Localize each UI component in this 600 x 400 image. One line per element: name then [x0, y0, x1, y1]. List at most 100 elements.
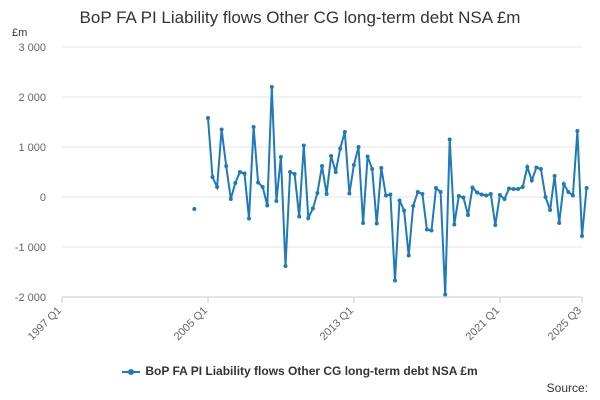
- data-point[interactable]: [516, 187, 521, 191]
- data-point[interactable]: [575, 129, 580, 133]
- data-point[interactable]: [520, 185, 525, 189]
- data-point[interactable]: [406, 253, 411, 258]
- y-tick-label: 0: [40, 192, 46, 204]
- data-point[interactable]: [548, 208, 553, 212]
- data-point[interactable]: [484, 193, 489, 198]
- data-point[interactable]: [424, 227, 429, 232]
- data-point[interactable]: [247, 216, 251, 221]
- data-point[interactable]: [256, 180, 261, 185]
- data-point[interactable]: [397, 198, 402, 203]
- data-point[interactable]: [479, 192, 484, 197]
- data-point[interactable]: [379, 166, 384, 170]
- legend[interactable]: BoP FA PI Liability flows Other CG long-…: [0, 364, 600, 378]
- data-point[interactable]: [402, 208, 407, 213]
- data-point[interactable]: [415, 190, 420, 194]
- data-point[interactable]: [456, 194, 461, 198]
- legend-label: BoP FA PI Liability flows Other CG long-…: [145, 364, 478, 378]
- data-point[interactable]: [525, 165, 530, 169]
- data-point[interactable]: [552, 174, 557, 178]
- data-point[interactable]: [420, 192, 425, 196]
- series-line: [207, 86, 588, 295]
- data-point[interactable]: [447, 137, 452, 142]
- data-point[interactable]: [493, 223, 498, 227]
- data-point[interactable]: [580, 234, 584, 238]
- data-point[interactable]: [488, 192, 493, 196]
- y-axis-ticks: 3 000 2 000 1 000 0 -1 000 -2 000: [15, 42, 46, 304]
- data-point[interactable]: [320, 164, 324, 168]
- data-point[interactable]: [301, 143, 306, 148]
- data-point[interactable]: [466, 213, 470, 217]
- x-tick-label: 2013 Q1: [318, 305, 356, 343]
- data-point[interactable]: [361, 221, 366, 225]
- data-point[interactable]: [206, 116, 210, 120]
- data-point[interactable]: [497, 193, 502, 197]
- y-tick-label: -2 000: [15, 292, 46, 304]
- x-axis-ticks: 1997 Q1 2005 Q1 2013 Q1 2021 Q1 2025 Q3: [26, 297, 584, 343]
- data-point[interactable]: [429, 228, 434, 233]
- data-point[interactable]: [219, 127, 224, 132]
- data-point[interactable]: [315, 191, 320, 195]
- data-point[interactable]: [224, 164, 229, 168]
- data-point[interactable]: [470, 185, 475, 190]
- data-point[interactable]: [507, 186, 511, 191]
- data-point[interactable]: [411, 204, 416, 208]
- data-point[interactable]: [310, 206, 315, 211]
- data-point[interactable]: [461, 195, 466, 200]
- data-point[interactable]: [570, 193, 575, 198]
- data-point[interactable]: [584, 186, 589, 190]
- data-point[interactable]: [347, 191, 352, 196]
- data-point[interactable]: [443, 292, 448, 297]
- data-point[interactable]: [269, 85, 274, 89]
- chart-title: BoP FA PI Liability flows Other CG long-…: [79, 8, 521, 27]
- data-point[interactable]: [333, 170, 338, 174]
- y-tick-label: 2 000: [18, 92, 46, 104]
- y-tick-label: -1 000: [15, 242, 46, 254]
- data-point[interactable]: [265, 203, 270, 208]
- data-point[interactable]: [215, 185, 220, 189]
- data-point[interactable]: [233, 181, 238, 185]
- data-point[interactable]: [351, 163, 356, 167]
- data-point[interactable]: [297, 214, 302, 219]
- data-point[interactable]: [338, 146, 343, 151]
- data-point[interactable]: [324, 192, 329, 196]
- data-point[interactable]: [274, 199, 279, 203]
- data-point[interactable]: [557, 221, 562, 225]
- x-tick-label: 1997 Q1: [26, 305, 64, 343]
- data-point[interactable]: [475, 190, 480, 195]
- data-point[interactable]: [237, 170, 242, 174]
- data-point[interactable]: [393, 278, 397, 283]
- series-points: [192, 85, 589, 297]
- data-point[interactable]: [288, 170, 293, 174]
- data-point[interactable]: [329, 154, 334, 158]
- data-point[interactable]: [511, 187, 516, 191]
- data-point[interactable]: [260, 185, 265, 189]
- data-point[interactable]: [292, 172, 297, 176]
- data-point[interactable]: [543, 195, 548, 199]
- data-point[interactable]: [502, 197, 507, 201]
- data-point[interactable]: [210, 175, 215, 179]
- data-point[interactable]: [356, 145, 361, 149]
- data-point[interactable]: [383, 193, 388, 198]
- data-point[interactable]: [278, 155, 283, 159]
- data-point[interactable]: [228, 197, 233, 201]
- data-point[interactable]: [434, 186, 438, 190]
- data-point[interactable]: [529, 178, 534, 183]
- data-point[interactable]: [306, 216, 311, 220]
- data-point[interactable]: [251, 125, 256, 129]
- data-point[interactable]: [374, 221, 379, 226]
- data-point[interactable]: [534, 165, 539, 170]
- data-point[interactable]: [452, 222, 457, 227]
- x-tick-label: 2025 Q3: [546, 305, 584, 343]
- data-point[interactable]: [192, 207, 197, 211]
- data-point[interactable]: [438, 190, 443, 194]
- data-point[interactable]: [283, 264, 288, 268]
- data-point[interactable]: [365, 154, 370, 159]
- data-point[interactable]: [566, 190, 571, 194]
- data-point[interactable]: [342, 130, 347, 134]
- data-point[interactable]: [370, 167, 375, 171]
- data-point[interactable]: [538, 167, 543, 171]
- data-point[interactable]: [388, 192, 393, 197]
- data-point[interactable]: [242, 171, 247, 176]
- data-point[interactable]: [561, 182, 566, 186]
